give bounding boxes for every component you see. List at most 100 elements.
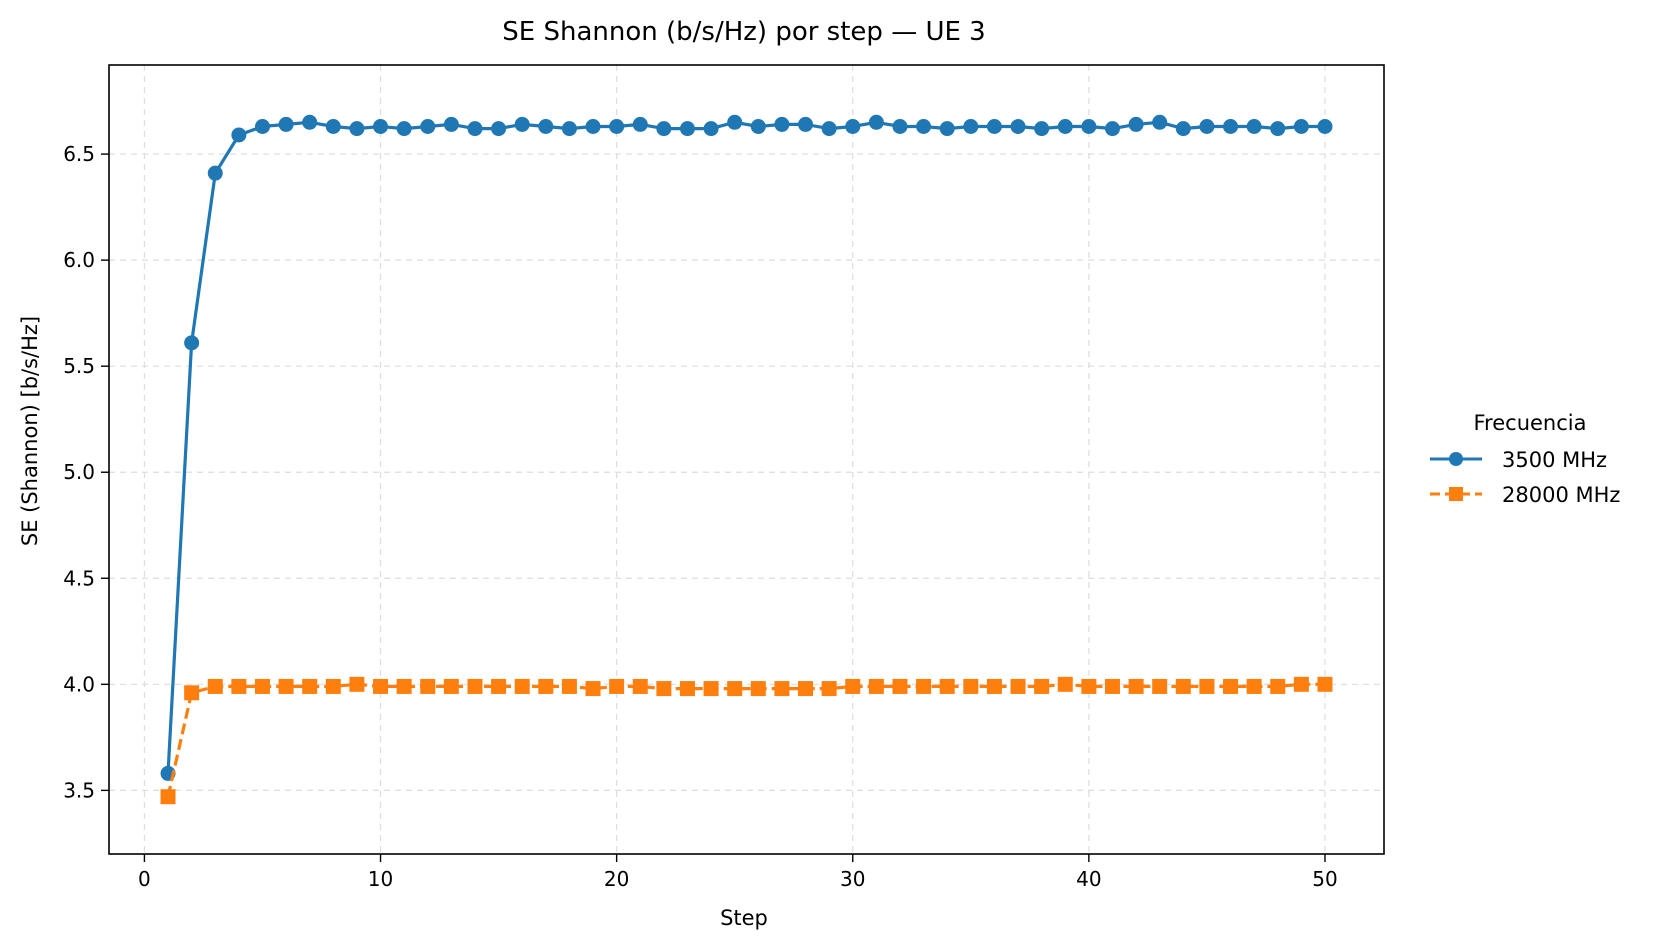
legend-title: Frecuencia bbox=[1474, 411, 1587, 435]
chart-title: SE Shannon (b/s/Hz) por step — UE 3 bbox=[502, 17, 985, 47]
data-point-28000-mhz bbox=[1246, 678, 1262, 694]
data-point-28000-mhz bbox=[1034, 678, 1050, 694]
data-point-3500-mhz bbox=[774, 116, 790, 132]
data-point-28000-mhz bbox=[774, 681, 790, 697]
data-point-28000-mhz bbox=[750, 681, 766, 697]
grid-lines bbox=[109, 65, 1384, 854]
data-point-28000-mhz bbox=[514, 678, 530, 694]
data-point-28000-mhz bbox=[160, 789, 176, 805]
data-point-28000-mhz bbox=[632, 678, 648, 694]
data-point-3500-mhz bbox=[845, 119, 861, 135]
legend-entry-3500: 3500 MHz bbox=[1430, 448, 1607, 472]
data-point-3500-mhz bbox=[231, 127, 247, 143]
data-point-28000-mhz bbox=[916, 678, 932, 694]
data-point-28000-mhz bbox=[703, 681, 719, 697]
data-point-3500-mhz bbox=[1104, 121, 1120, 137]
data-point-28000-mhz bbox=[396, 678, 412, 694]
y-tick-label: 6.5 bbox=[63, 142, 95, 166]
data-point-28000-mhz bbox=[892, 678, 908, 694]
data-point-3500-mhz bbox=[254, 119, 270, 135]
data-point-28000-mhz bbox=[443, 678, 459, 694]
data-point-3500-mhz bbox=[656, 121, 672, 137]
data-point-3500-mhz bbox=[207, 165, 223, 181]
data-point-28000-mhz bbox=[845, 678, 861, 694]
data-point-3500-mhz bbox=[892, 119, 908, 135]
data-point-28000-mhz bbox=[231, 678, 247, 694]
data-point-3500-mhz bbox=[467, 121, 483, 137]
series-28000-mhz bbox=[160, 676, 1333, 805]
data-point-3500-mhz bbox=[868, 114, 884, 130]
data-point-28000-mhz bbox=[1057, 676, 1073, 692]
data-point-3500-mhz bbox=[1223, 119, 1239, 135]
data-point-3500-mhz bbox=[1152, 114, 1168, 130]
data-point-28000-mhz bbox=[420, 678, 436, 694]
data-point-28000-mhz bbox=[585, 681, 601, 697]
data-point-3500-mhz bbox=[396, 121, 412, 137]
data-point-28000-mhz bbox=[207, 678, 223, 694]
data-point-3500-mhz bbox=[939, 121, 955, 137]
data-point-28000-mhz bbox=[302, 678, 318, 694]
data-point-28000-mhz bbox=[1010, 678, 1026, 694]
y-tick-label: 4.5 bbox=[63, 566, 95, 590]
legend-label-3500: 3500 MHz bbox=[1502, 448, 1607, 472]
legend-label-28000: 28000 MHz bbox=[1502, 483, 1620, 507]
y-tick-label: 4.0 bbox=[63, 672, 95, 696]
data-point-28000-mhz bbox=[278, 678, 294, 694]
y-tick-label: 5.0 bbox=[63, 460, 95, 484]
x-tick-label: 40 bbox=[1076, 867, 1101, 891]
data-point-3500-mhz bbox=[1175, 121, 1191, 137]
data-point-3500-mhz bbox=[325, 119, 341, 135]
data-point-3500-mhz bbox=[1034, 121, 1050, 137]
data-point-28000-mhz bbox=[963, 678, 979, 694]
data-point-28000-mhz bbox=[798, 681, 814, 697]
data-point-3500-mhz bbox=[1199, 119, 1215, 135]
data-point-28000-mhz bbox=[1199, 678, 1215, 694]
data-point-28000-mhz bbox=[1128, 678, 1144, 694]
data-point-3500-mhz bbox=[986, 119, 1002, 135]
plot-area-frame bbox=[108, 64, 1385, 855]
data-point-28000-mhz bbox=[1175, 678, 1191, 694]
data-point-28000-mhz bbox=[254, 678, 270, 694]
legend: Frecuencia 3500 MHz 28000 MHz bbox=[1430, 411, 1620, 507]
data-point-3500-mhz bbox=[373, 119, 389, 135]
x-tick-label: 0 bbox=[138, 867, 151, 891]
data-point-28000-mhz bbox=[184, 685, 200, 701]
legend-marker-3500 bbox=[1449, 452, 1463, 466]
data-point-28000-mhz bbox=[1317, 676, 1333, 692]
data-point-3500-mhz bbox=[679, 121, 695, 137]
data-point-28000-mhz bbox=[1081, 678, 1097, 694]
series-3500-mhz bbox=[160, 114, 1333, 781]
data-point-28000-mhz bbox=[491, 678, 507, 694]
data-point-3500-mhz bbox=[1270, 121, 1286, 137]
x-axis-label: Step bbox=[720, 906, 768, 930]
data-point-3500-mhz bbox=[1128, 116, 1144, 132]
data-point-28000-mhz bbox=[609, 678, 625, 694]
data-point-28000-mhz bbox=[868, 678, 884, 694]
axis-ticks: 0 10 20 30 40 50 3.5 4.0 4.5 5.0 5.5 6.0 6.5 bbox=[63, 142, 1338, 891]
data-point-28000-mhz bbox=[656, 681, 672, 697]
data-point-3500-mhz bbox=[538, 119, 554, 135]
data-point-3500-mhz bbox=[491, 121, 507, 137]
data-point-3500-mhz bbox=[302, 114, 318, 130]
data-point-3500-mhz bbox=[609, 119, 625, 135]
y-tick-label: 6.0 bbox=[63, 248, 95, 272]
data-point-3500-mhz bbox=[703, 121, 719, 137]
data-point-3500-mhz bbox=[963, 119, 979, 135]
data-point-28000-mhz bbox=[1223, 678, 1239, 694]
data-point-3500-mhz bbox=[1081, 119, 1097, 135]
legend-entry-28000: 28000 MHz bbox=[1430, 483, 1620, 507]
data-point-3500-mhz bbox=[561, 121, 577, 137]
data-point-3500-mhz bbox=[514, 116, 530, 132]
data-point-28000-mhz bbox=[1270, 678, 1286, 694]
data-point-28000-mhz bbox=[1152, 678, 1168, 694]
data-point-3500-mhz bbox=[798, 116, 814, 132]
x-tick-label: 50 bbox=[1312, 867, 1337, 891]
data-point-28000-mhz bbox=[939, 678, 955, 694]
y-tick-label: 5.5 bbox=[63, 354, 95, 378]
data-point-28000-mhz bbox=[561, 678, 577, 694]
data-point-3500-mhz bbox=[632, 116, 648, 132]
data-point-3500-mhz bbox=[1057, 119, 1073, 135]
data-point-3500-mhz bbox=[1246, 119, 1262, 135]
